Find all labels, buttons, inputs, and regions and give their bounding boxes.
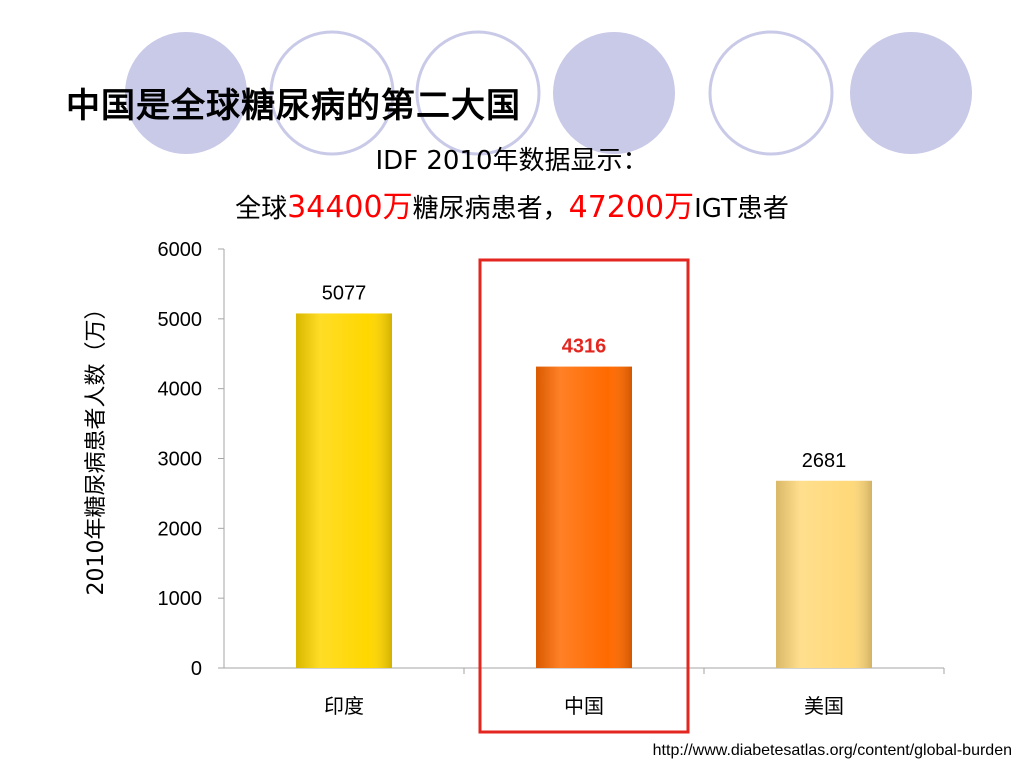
y-tick-label: 3000 [158, 449, 203, 471]
deco-circle-filled [850, 32, 972, 154]
data-label: 4316 [562, 336, 607, 358]
x-tick-label: 中国 [564, 694, 604, 718]
data-label: 5077 [322, 282, 367, 304]
y-tick-label: 2000 [158, 518, 203, 540]
y-axis-label: 2010年糖尿病患者人数（万） [84, 298, 109, 596]
deco-circle-filled [125, 32, 247, 154]
y-tick-label: 4000 [158, 379, 203, 401]
source-link[interactable]: http://www.diabetesatlas.org/content/glo… [652, 742, 1012, 759]
bar-shading [296, 313, 392, 668]
x-tick-label: 印度 [324, 694, 364, 718]
subtitle-line-2: 全球34400万糖尿病患者，47200万IGT患者 [0, 182, 1024, 226]
igt-count: 47200万 [568, 190, 695, 225]
deco-circle-filled [553, 32, 675, 154]
page-title: 中国是全球糖尿病的第二大国 [66, 86, 521, 126]
deco-circle-outline [269, 30, 395, 156]
subtitle-line-1: IDF 2010年数据显示： [375, 146, 649, 176]
x-tick-label: 美国 [804, 694, 844, 718]
subtitle-middle: 糖尿病患者， [412, 194, 569, 224]
bar-shading [776, 480, 872, 668]
decorative-circles [125, 30, 972, 156]
deco-circle-outline [708, 30, 834, 156]
deco-circle-filled [415, 30, 541, 156]
y-tick-label: 5000 [158, 309, 203, 331]
data-label: 2681 [802, 450, 847, 472]
bar-shading [536, 366, 632, 668]
y-tick-label: 1000 [158, 588, 203, 610]
subtitle-suffix: IGT患者 [694, 194, 789, 224]
subtitle-prefix: 全球 [235, 194, 288, 224]
highlight-box [478, 258, 690, 734]
y-tick-label: 6000 [158, 239, 203, 261]
y-tick-label: 0 [191, 658, 202, 680]
diabetes-count: 34400万 [287, 190, 413, 225]
